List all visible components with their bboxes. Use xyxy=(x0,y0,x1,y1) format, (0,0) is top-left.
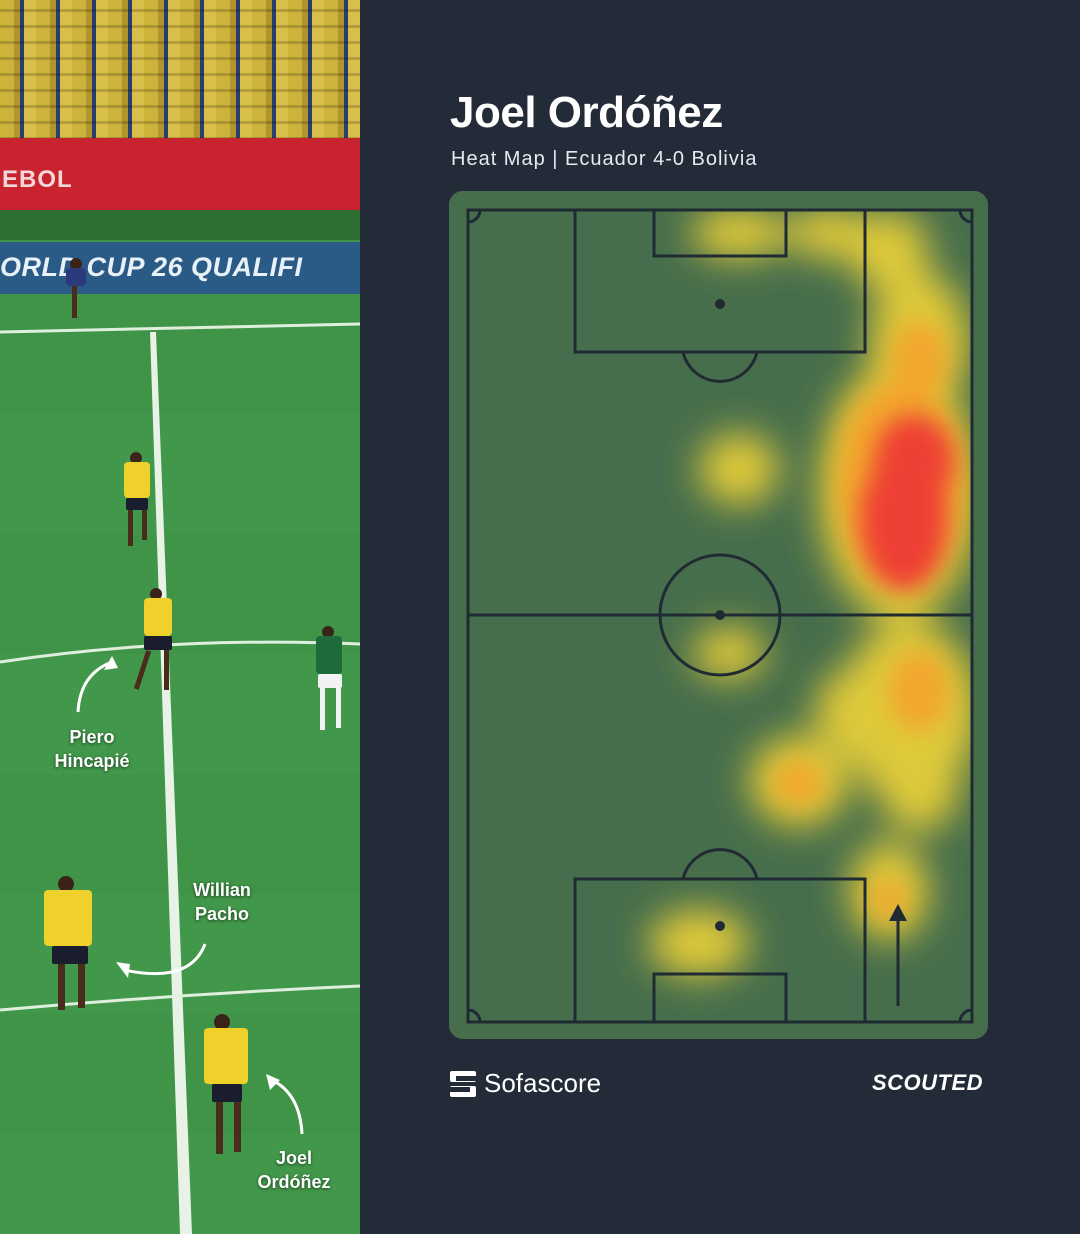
bottom-penalty-spot xyxy=(715,921,725,931)
stadium-stands xyxy=(0,0,360,140)
player-name-title: Joel Ordóñez xyxy=(450,88,723,137)
corner-arc xyxy=(958,1008,973,1023)
match-subtitle: Heat Map | Ecuador 4-0 Bolivia xyxy=(451,148,758,170)
bottom-penalty-arc xyxy=(681,848,759,880)
heat-layer xyxy=(649,210,972,977)
scouted-brand: SCOUTED xyxy=(872,1070,984,1095)
sofascore-logo: Sofascore xyxy=(450,1068,601,1099)
heatmap-pitch xyxy=(449,191,988,1039)
sofascore-icon xyxy=(450,1070,476,1097)
match-photo: EBOL ORLD CUP 26 QUALIFI xyxy=(0,0,360,1234)
pitch-edge xyxy=(0,210,360,240)
qualifier-banner xyxy=(0,242,360,294)
centre-circle xyxy=(658,553,782,677)
hoarding-text: EBOL xyxy=(2,166,73,193)
photo-pitch-lines xyxy=(0,294,360,1234)
bottom-six-yard-box xyxy=(652,972,788,1024)
label-willian-pacho: Willian Pacho xyxy=(193,880,251,924)
attack-direction-arrow xyxy=(889,904,907,1006)
centre-spot xyxy=(715,610,725,620)
heatmap-svg xyxy=(449,191,988,1039)
advertising-hoarding xyxy=(0,138,360,210)
corner-arc xyxy=(958,209,973,224)
top-six-yard-box xyxy=(652,208,788,258)
top-penalty-spot xyxy=(715,299,725,309)
banner-text: ORLD CUP 26 QUALIFI xyxy=(0,252,303,282)
label-joel-ordonez: Joel Ordóñez xyxy=(257,1148,331,1192)
label-piero-hincapie: Piero Hincapié xyxy=(54,727,130,771)
top-penalty-arc xyxy=(681,351,759,383)
sofascore-wordmark: Sofascore xyxy=(484,1068,602,1098)
corner-arc xyxy=(467,209,482,224)
corner-arc xyxy=(467,1008,482,1023)
